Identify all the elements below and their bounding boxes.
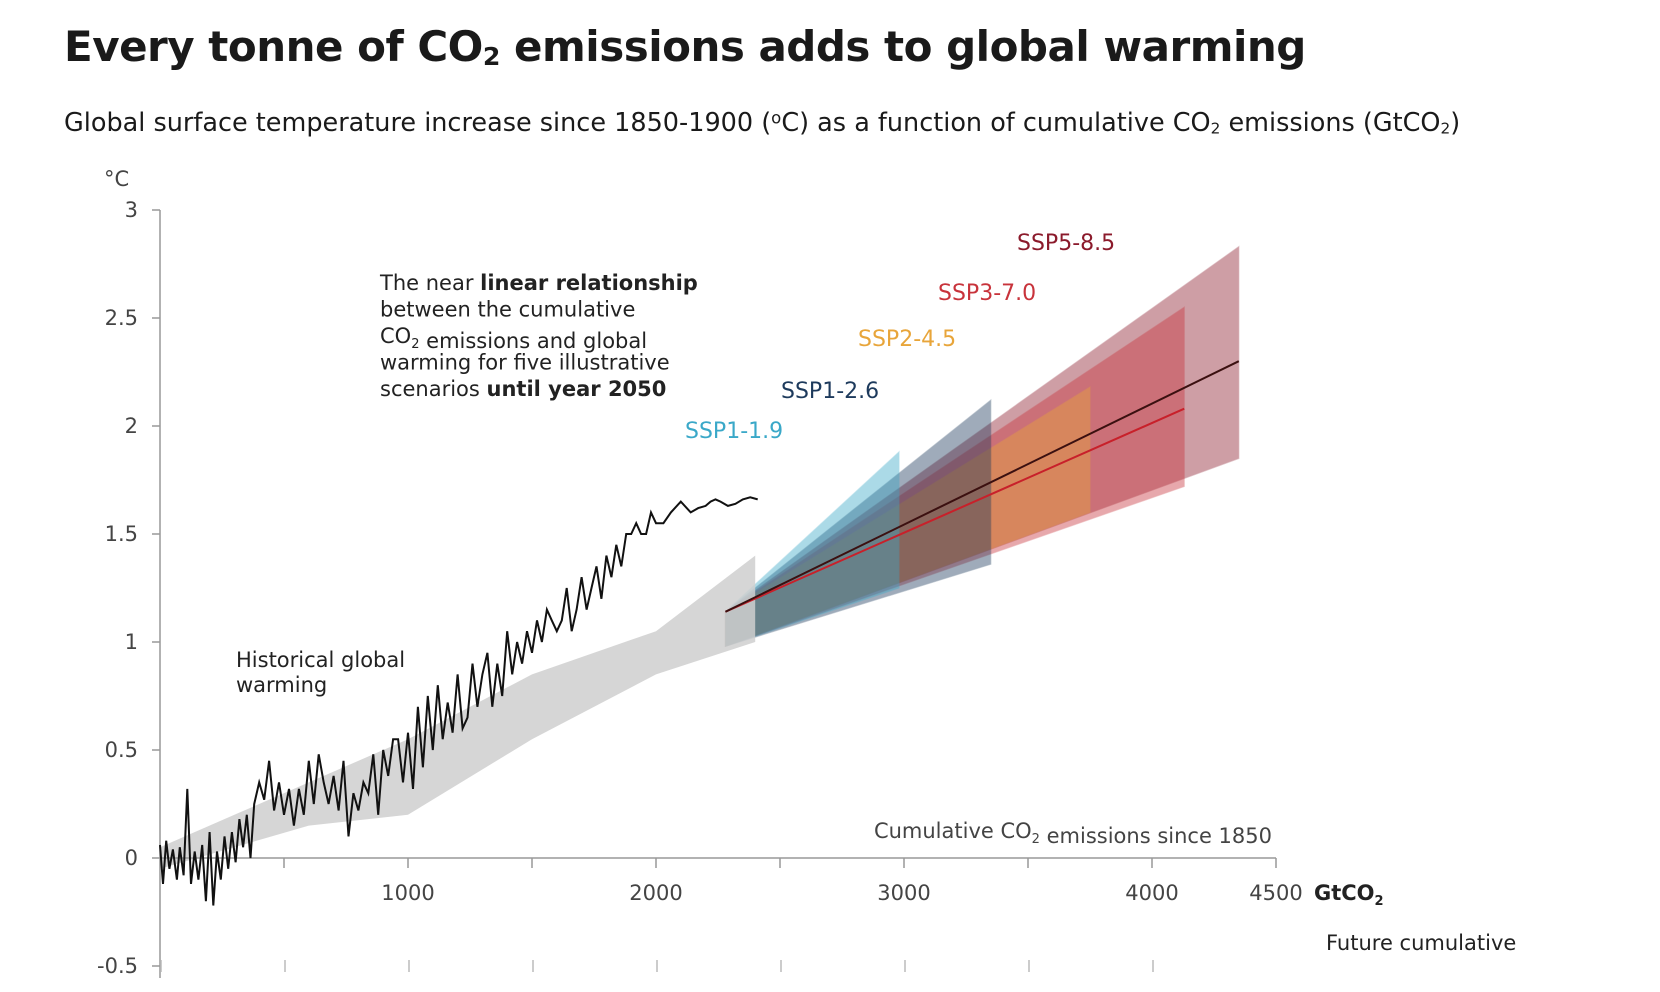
future-cumulative-label: Future cumulative <box>1326 931 1516 955</box>
historical-annotation-line: Historical global <box>236 648 405 672</box>
series-label-ssp3-7-0: SSP3-7.0 <box>938 281 1036 306</box>
y-tick-label: 1 <box>125 630 138 654</box>
relationship-annotation-line: CO2 emissions and global <box>380 324 647 353</box>
x-caption: Cumulative CO2 emissions since 1850 <box>874 819 1272 848</box>
series-label-ssp1-1-9: SSP1-1.9 <box>685 419 783 444</box>
relationship-annotation-line: between the cumulative <box>380 298 635 322</box>
series-lines <box>159 360 1240 906</box>
chart-title: Every tonne of CO2 emissions adds to glo… <box>64 22 1306 71</box>
x-unit-label: GtCO2 <box>1314 881 1384 909</box>
x-tick-label: 3000 <box>877 881 930 905</box>
x-tick-label: 4000 <box>1125 881 1178 905</box>
series-label-ssp1-2-6: SSP1-2.6 <box>781 379 879 404</box>
historical-annotation-line: warming <box>236 673 327 697</box>
y-unit-label: °C <box>104 167 129 191</box>
scenario-bands <box>724 245 1240 648</box>
relationship-annotation-line: The near linear relationship <box>379 271 698 295</box>
series-label-ssp5-8-5: SSP5-8.5 <box>1017 231 1115 256</box>
historical-band <box>160 555 756 869</box>
y-tick-label: 1.5 <box>105 522 138 546</box>
y-tick-label: 2 <box>125 414 138 438</box>
y-tick-label: -0.5 <box>97 954 138 978</box>
historical-line <box>159 496 758 906</box>
x-tick-label: 1000 <box>381 881 434 905</box>
series-label-ssp2-4-5: SSP2-4.5 <box>858 327 956 352</box>
y-tick-label: 3 <box>125 198 138 222</box>
axes: -0.5 0 0.5 1 1.5 2 2.5 3 °C 1000 2000 3000 4000 4500 G… <box>97 167 1384 978</box>
relationship-annotation-line: scenarios until year 2050 <box>380 377 666 401</box>
x-tick-label: 2000 <box>629 881 682 905</box>
central-line-ssp5-8-5 <box>725 360 1240 613</box>
x-tick-label: 4500 <box>1249 881 1302 905</box>
historical-band-group <box>160 555 756 869</box>
labels: SSP1-1.9 SSP1-2.6 SSP2-4.5 SSP3-7.0 SSP5-8.5… <box>236 231 1516 955</box>
relationship-annotation-line: warming for five illustrative <box>380 351 670 375</box>
chart-subtitle: Global surface temperature increase sinc… <box>64 108 1461 138</box>
y-tick-label: 0 <box>125 846 138 870</box>
central-line-ssp3-7-0 <box>725 407 1185 613</box>
y-tick-label: 0.5 <box>105 738 138 762</box>
y-tick-label: 2.5 <box>105 306 138 330</box>
